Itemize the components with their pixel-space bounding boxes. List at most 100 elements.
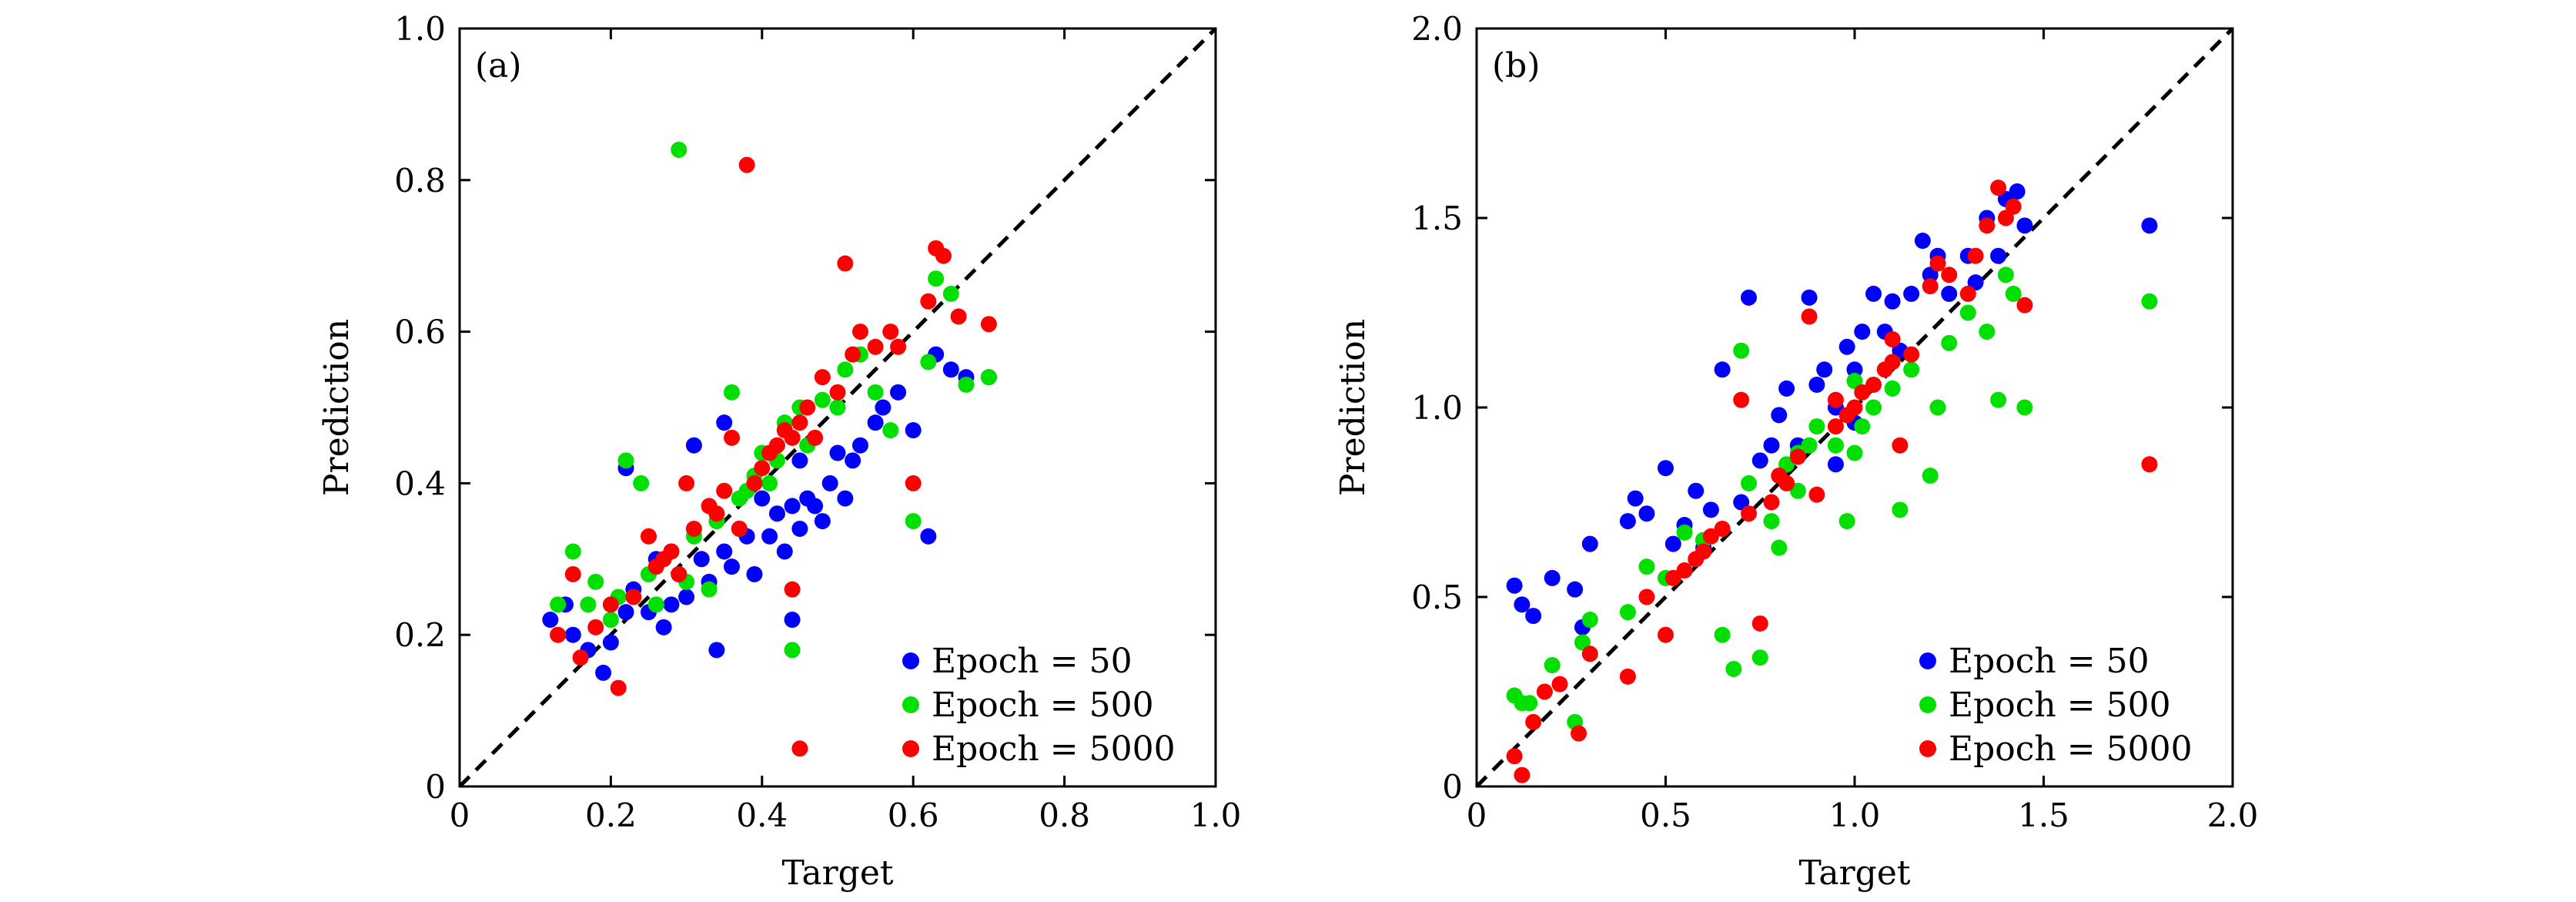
- point-epoch-50: [807, 498, 824, 515]
- point-epoch-50: [829, 444, 846, 461]
- point-epoch-50: [814, 513, 831, 530]
- point-epoch-500: [1733, 342, 1750, 359]
- point-epoch-50: [542, 612, 559, 629]
- x-tick-label: 1.5: [2018, 796, 2069, 834]
- point-epoch-500: [602, 612, 619, 629]
- point-epoch-5000: [1997, 210, 2014, 226]
- point-epoch-5000: [784, 429, 801, 446]
- panel-label-b: (b): [1492, 46, 1541, 86]
- point-epoch-5000: [655, 551, 672, 568]
- point-epoch-5000: [731, 520, 748, 537]
- point-epoch-50: [1664, 535, 1681, 552]
- point-epoch-5000: [768, 437, 785, 454]
- point-epoch-50: [1816, 361, 1833, 378]
- point-epoch-500: [1789, 482, 1806, 499]
- point-epoch-5000: [708, 505, 725, 522]
- point-epoch-500: [829, 399, 846, 416]
- point-epoch-5000: [791, 414, 808, 431]
- legend-marker-epoch-50: [902, 652, 919, 669]
- point-epoch-50: [920, 528, 937, 545]
- point-epoch-50: [837, 490, 854, 507]
- point-epoch-5000: [610, 679, 627, 696]
- point-epoch-50: [1688, 482, 1705, 499]
- panel-label-a: (a): [475, 46, 522, 86]
- point-epoch-500: [1801, 437, 1818, 454]
- y-tick-label: 1.5: [1411, 200, 1463, 237]
- point-epoch-50: [1808, 376, 1825, 393]
- point-epoch-50: [754, 490, 771, 507]
- x-tick-label: 1.0: [1829, 796, 1881, 834]
- point-epoch-5000: [1658, 626, 1674, 643]
- point-epoch-50: [1581, 535, 1598, 552]
- point-epoch-50: [1506, 577, 1523, 594]
- point-epoch-50: [2141, 217, 2158, 234]
- point-epoch-5000: [1967, 247, 1984, 264]
- point-epoch-500: [2016, 399, 2033, 416]
- point-epoch-5000: [2005, 198, 2022, 215]
- point-epoch-5000: [814, 369, 831, 386]
- point-epoch-500: [942, 285, 959, 302]
- point-epoch-50: [768, 505, 785, 522]
- x-tick-label: 0: [1467, 796, 1487, 834]
- point-epoch-50: [678, 588, 695, 605]
- point-epoch-5000: [1808, 486, 1825, 503]
- y-tick-label: 0.2: [394, 616, 446, 654]
- point-epoch-50: [1525, 608, 1542, 625]
- y-tick-label: 1.0: [1411, 389, 1463, 427]
- point-epoch-5000: [1884, 330, 1901, 347]
- point-epoch-5000: [1525, 713, 1542, 730]
- point-epoch-5000: [1854, 384, 1871, 401]
- point-epoch-500: [1714, 626, 1731, 643]
- point-epoch-500: [1884, 380, 1901, 397]
- point-epoch-50: [1658, 460, 1674, 477]
- point-epoch-500: [1521, 695, 1538, 712]
- legend-label-epoch-5000: Epoch = 5000: [932, 729, 1176, 769]
- point-epoch-5000: [791, 740, 808, 757]
- point-epoch-5000: [1514, 766, 1531, 783]
- point-epoch-50: [1967, 274, 1984, 291]
- point-epoch-50: [1733, 494, 1750, 511]
- point-epoch-5000: [1884, 354, 1901, 371]
- y-tick-label: 0: [1442, 768, 1463, 806]
- point-epoch-5000: [920, 293, 937, 310]
- point-epoch-50: [1751, 452, 1768, 469]
- legend-marker-epoch-5000: [1919, 740, 1936, 757]
- point-epoch-50: [784, 498, 801, 515]
- point-epoch-5000: [799, 399, 816, 416]
- point-epoch-500: [1808, 418, 1825, 435]
- point-epoch-500: [617, 452, 634, 469]
- point-epoch-500: [1922, 468, 1939, 485]
- point-epoch-50: [761, 528, 778, 545]
- ticks-b: 0 0.5 1.0 1.5 2.0 0 0.5 1.0 1.5 2.0: [1411, 10, 2258, 834]
- point-epoch-500: [1959, 304, 1976, 321]
- point-epoch-500: [647, 596, 664, 613]
- point-epoch-5000: [1581, 645, 1598, 662]
- point-epoch-500: [1865, 399, 1882, 416]
- y-axis-title-b: Prediction: [1333, 319, 1373, 496]
- point-epoch-5000: [882, 324, 899, 340]
- point-epoch-50: [875, 399, 892, 416]
- point-epoch-50: [1854, 324, 1871, 340]
- point-epoch-5000: [1741, 505, 1758, 522]
- point-epoch-50: [905, 422, 922, 439]
- x-axis-title-a: Target: [781, 853, 893, 893]
- point-epoch-50: [746, 565, 763, 582]
- point-epoch-50: [784, 612, 801, 629]
- point-epoch-5000: [1941, 267, 1958, 283]
- point-epoch-500: [1676, 524, 1693, 541]
- point-epoch-5000: [890, 338, 907, 355]
- point-epoch-50: [845, 452, 861, 469]
- point-epoch-50: [1778, 380, 1795, 397]
- point-epoch-500: [1903, 361, 1920, 378]
- y-tick-label: 0.6: [394, 314, 446, 351]
- point-epoch-5000: [746, 474, 763, 491]
- point-epoch-500: [1838, 513, 1855, 530]
- point-epoch-500: [1638, 558, 1655, 575]
- point-epoch-500: [1619, 604, 1636, 621]
- point-epoch-5000: [550, 626, 567, 643]
- points-a: [542, 141, 997, 757]
- legend-label-epoch-50: Epoch = 50: [1949, 642, 2149, 681]
- point-epoch-50: [1741, 289, 1758, 306]
- x-tick-label: 0.4: [736, 796, 788, 834]
